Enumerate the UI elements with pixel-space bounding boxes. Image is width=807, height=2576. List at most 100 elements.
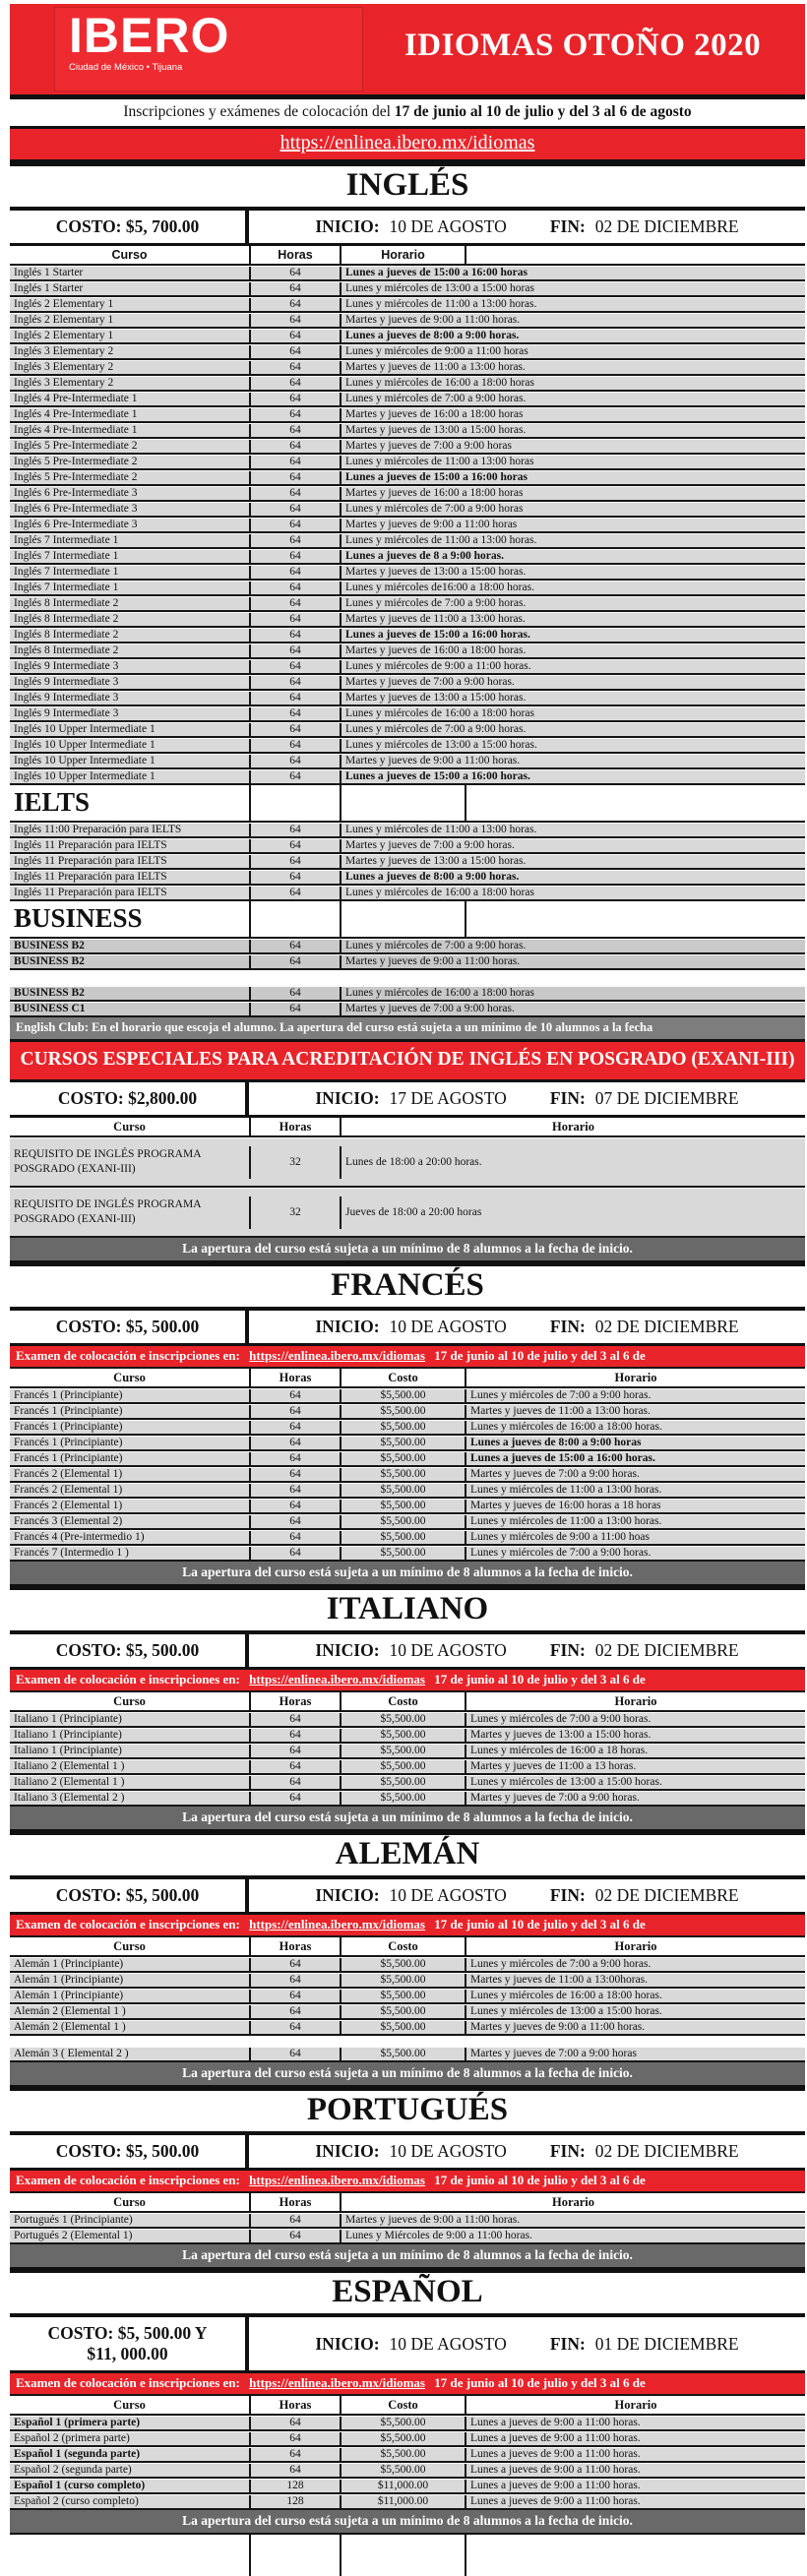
table-row: Inglés 11 Preparación para IELTS 64 Mart…: [10, 838, 805, 854]
exam-banner: Examen de colocación e inscripciones en:…: [10, 1915, 805, 1937]
horas-cell: 64: [249, 2417, 340, 2429]
column-header-curso: Curso: [113, 1120, 146, 1134]
exam-banner-link[interactable]: https://enlinea.ibero.mx/idiomas: [249, 1348, 425, 1363]
table-row: BUSINESS B2 64 Lunes y miércoles de 7:00…: [10, 939, 805, 954]
horas-cell: 64: [249, 707, 340, 720]
curso-cell: Inglés 8 Intermediate 2: [14, 629, 119, 641]
curso-cell: Francés 1 (Principiante): [14, 1389, 123, 1401]
horario-cell: Lunes a jueves de 9:00 a 11:00 horas.: [465, 2417, 805, 2429]
inscription-prefix: Inscripciones y exámenes de colocación d…: [123, 103, 395, 120]
exam-banner-suffix: 17 de junio al 10 de julio y del 3 al 6 …: [434, 2173, 646, 2187]
curso-cell: Francés 1 (Principiante): [14, 1405, 123, 1417]
horas-cell: 128: [249, 2480, 340, 2492]
page-break-gap: [10, 2036, 805, 2047]
column-header-horario: Horario: [340, 2193, 805, 2211]
exam-banner-link[interactable]: https://enlinea.ibero.mx/idiomas: [249, 2375, 425, 2390]
logo-tagline: Ciudad de México • Tijuana: [69, 62, 183, 73]
horas-cell: 64: [249, 1776, 340, 1789]
column-header-horas: Horas: [249, 246, 340, 264]
table-row: Italiano 1 (Principiante) 64 $5,500.00 M…: [10, 1728, 805, 1744]
enrollment-link[interactable]: https://enlinea.ibero.mx/idiomas: [279, 132, 535, 153]
fin-label: FIN:: [549, 1640, 586, 1660]
horario-cell: Lunes y miércoles de 11:00 a 13:00 horas…: [465, 1515, 805, 1528]
table-row: Español 1 (segunda parte) 64 $5,500.00 L…: [10, 2447, 805, 2463]
exam-banner: Examen de colocación e inscripciones en:…: [10, 1670, 805, 1692]
inicio-value: 10 DE AGOSTO: [389, 2141, 507, 2161]
ingles-table-header: Curso Horas Horario: [10, 246, 805, 266]
curso-cell: Español 2 (curso completo): [14, 2495, 139, 2507]
horas-cell: 64: [249, 393, 340, 405]
horario-cell: Martes y jueves de 16:00 horas a 18 hora…: [465, 1500, 805, 1512]
costo-cell: $5,500.00: [340, 1437, 465, 1449]
exam-banner-link[interactable]: https://enlinea.ibero.mx/idiomas: [249, 1917, 425, 1932]
table-row: Inglés 4 Pre-Intermediate 1 64 Martes y …: [10, 407, 805, 423]
table-row: Francés 2 (Elemental 1) 64 $5,500.00 Mar…: [10, 1467, 805, 1483]
horas-cell: 64: [249, 1745, 340, 1757]
exam-banner-link[interactable]: https://enlinea.ibero.mx/idiomas: [249, 1672, 425, 1687]
table-row: Francés 1 (Principiante) 64 $5,500.00 Lu…: [10, 1436, 805, 1451]
horario-cell: Lunes a jueves de 9:00 a 11:00 horas.: [465, 2464, 805, 2477]
table-row: Alemán 1 (Principiante) 64 $5,500.00 Lun…: [10, 1989, 805, 2004]
table-row: Portugués 2 (Elemental 1) 64 Lunes y Mié…: [10, 2229, 805, 2244]
horario-cell: Martes y jueves de 16:00 a 18:00 horas.: [340, 644, 805, 657]
table-row: BUSINESS B2 64 Lunes y miércoles de 16:0…: [10, 986, 805, 1002]
curso-cell: Inglés 9 Intermediate 3: [14, 692, 119, 704]
dates-cell: INICIO: 10 DE AGOSTO FIN: 02 DE DICIEMBR…: [249, 1634, 805, 1667]
horas-cell: 64: [249, 1713, 340, 1726]
exam-banner: Examen de colocación e inscripciones en:…: [10, 2171, 805, 2193]
inicio-value: 10 DE AGOSTO: [389, 2333, 507, 2354]
horario-cell: Martes y jueves de 16:00 a 18:00 horas: [340, 408, 805, 421]
horas-cell: 64: [249, 1421, 340, 1434]
horario-cell: Lunes y miércoles de 7:00 a 9:00 horas.: [340, 393, 805, 405]
curso-cell: Alemán 1 (Principiante): [14, 1990, 124, 2001]
italiano-cost-row: COSTO: $5, 500.00 INICIO: 10 DE AGOSTO F…: [10, 1634, 805, 1670]
divider: [10, 159, 805, 162]
fin-value: 07 DE DICIEMBRE: [594, 1088, 739, 1108]
curso-cell: Inglés 7 Intermediate 1: [14, 582, 119, 593]
inicio-label: INICIO:: [315, 216, 380, 236]
costo-cell: $5,500.00: [340, 1421, 465, 1434]
fin-label: FIN:: [549, 1088, 586, 1108]
curso-cell: Portugués 1 (Principiante): [14, 2214, 133, 2226]
horas-cell: 64: [249, 456, 340, 468]
horas-cell: 64: [249, 314, 340, 327]
horas-cell: 64: [249, 503, 340, 516]
dates-cell: INICIO: 10 DE AGOSTO FIN: 01 DE DICIEMBR…: [249, 2317, 805, 2370]
table-row: Español 2 (curso completo) 128 $11,000.0…: [10, 2494, 805, 2510]
costo-cell: $5,500.00: [340, 2448, 465, 2461]
dates-cell: INICIO: 10 DE AGOSTO FIN: 02 DE DICIEMBR…: [249, 1311, 805, 1343]
curso-cell: REQUISITO DE INGLÉS PROGRAMA POSGRADO (E…: [14, 1148, 201, 1175]
curso-cell: Inglés 4 Pre-Intermediate 1: [14, 424, 138, 436]
curso-cell: Francés 2 (Elemental 1): [14, 1484, 123, 1496]
apertura-note: La apertura del curso está sujeta a un m…: [10, 2062, 805, 2087]
curso-cell: Inglés 11 Preparación para IELTS: [14, 855, 167, 867]
horario-cell: Lunes y miércoles de 9:00 a 11:00 hoas: [465, 1531, 805, 1544]
horas-cell: 64: [249, 613, 340, 626]
curso-cell: Francés 7 (Intermedio 1 ): [14, 1547, 129, 1559]
ingles-cost-row: COSTO: $5, 700.00 INICIO: 10 DE AGOSTO F…: [10, 211, 805, 246]
horas-cell: 64: [249, 1990, 340, 2002]
horas-cell: 64: [249, 987, 340, 1000]
horas-cell: 64: [249, 2214, 340, 2227]
horario-cell: Lunes y miércoles de 7:00 a 9:00 horas.: [340, 723, 805, 736]
curso-cell: Inglés 8 Intermediate 2: [14, 597, 119, 609]
section-title-portugues: PORTUGUÉS: [10, 2091, 805, 2131]
column-header-costo: Costo: [340, 1692, 465, 1710]
column-header-curso: Curso: [113, 2398, 146, 2412]
subsection-business: BUSINESS: [10, 901, 805, 939]
curso-cell: Inglés 2 Elementary 1: [14, 314, 114, 326]
curso-cell: Inglés 5 Pre-Intermediate 2: [14, 440, 138, 452]
horas-cell: 64: [249, 755, 340, 767]
table-row: Español 2 (primera parte) 64 $5,500.00 L…: [10, 2431, 805, 2447]
section-title-italiano: ITALIANO: [10, 1590, 805, 1630]
costo-cell: $11,000.00: [340, 2495, 465, 2508]
horario-cell: Martes y jueves de 9:00 a 11:00 horas.: [340, 755, 805, 767]
exam-banner-suffix: 17 de junio al 10 de julio y del 3 al 6 …: [434, 1917, 646, 1932]
table-row: Inglés 3 Elementary 2 64 Martes y jueves…: [10, 360, 805, 376]
horario-cell: Lunes y miércoles de 13:00 a 15:00 horas…: [465, 1776, 805, 1789]
exam-banner-link[interactable]: https://enlinea.ibero.mx/idiomas: [249, 2173, 425, 2187]
table-row: Alemán 2 (Elemental 1 ) 64 $5,500.00 Mar…: [10, 2020, 805, 2036]
horario-cell: Lunes y miércoles de 16:00 a 18:00 horas: [340, 987, 805, 1000]
curso-cell: REQUISITO DE INGLÉS PROGRAMA POSGRADO (E…: [14, 1198, 201, 1225]
